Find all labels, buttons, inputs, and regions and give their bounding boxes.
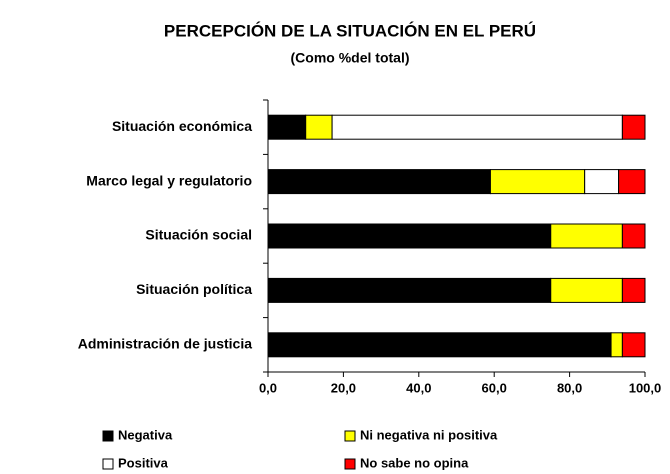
bar-segment [621,277,646,303]
x-tick-label: 40,0 [406,380,431,395]
category-label: Marco legal y regulatorio [86,172,252,188]
bar-segment [584,169,620,195]
chart-subtitle: (Como %del total) [291,50,410,66]
category-label: Situación política [136,281,252,297]
legend-label: Ni negativa ni positiva [360,427,498,442]
bar-segment [267,223,552,249]
chart-title: PERCEPCIÓN DE LA SITUACIÓN EN EL PERÚ [164,21,536,40]
bar-segment [331,114,623,140]
x-tick-label: 20,0 [331,380,356,395]
legend-swatch [102,430,114,442]
x-tick-label: 80,0 [557,380,582,395]
legend-swatch [102,458,114,470]
category-label: Situación social [145,227,252,243]
bar-segment [550,277,623,303]
legend-label: Positiva [118,455,169,470]
bar-segment [267,277,552,303]
bar-segment [610,332,623,358]
bar-segment [267,332,612,358]
bar-segment [267,114,307,140]
x-tick-label: 100,0 [629,380,662,395]
x-tick-label: 60,0 [482,380,507,395]
legend-swatch [344,430,356,442]
bar-segment [267,169,491,195]
category-label: Administración de justicia [78,336,252,352]
bar-segment [621,114,646,140]
bar-segment [550,223,623,249]
bar-segment [621,332,646,358]
bar-segment [305,114,333,140]
bar-segment [621,223,646,249]
legend-label: Negativa [118,427,173,442]
bar-segment [618,169,646,195]
category-label: Situación económica [112,118,252,134]
legend-swatch [344,458,356,470]
legend-label: No sabe no opina [360,455,469,470]
x-tick-label: 0,0 [259,380,277,395]
bar-segment [489,169,586,195]
